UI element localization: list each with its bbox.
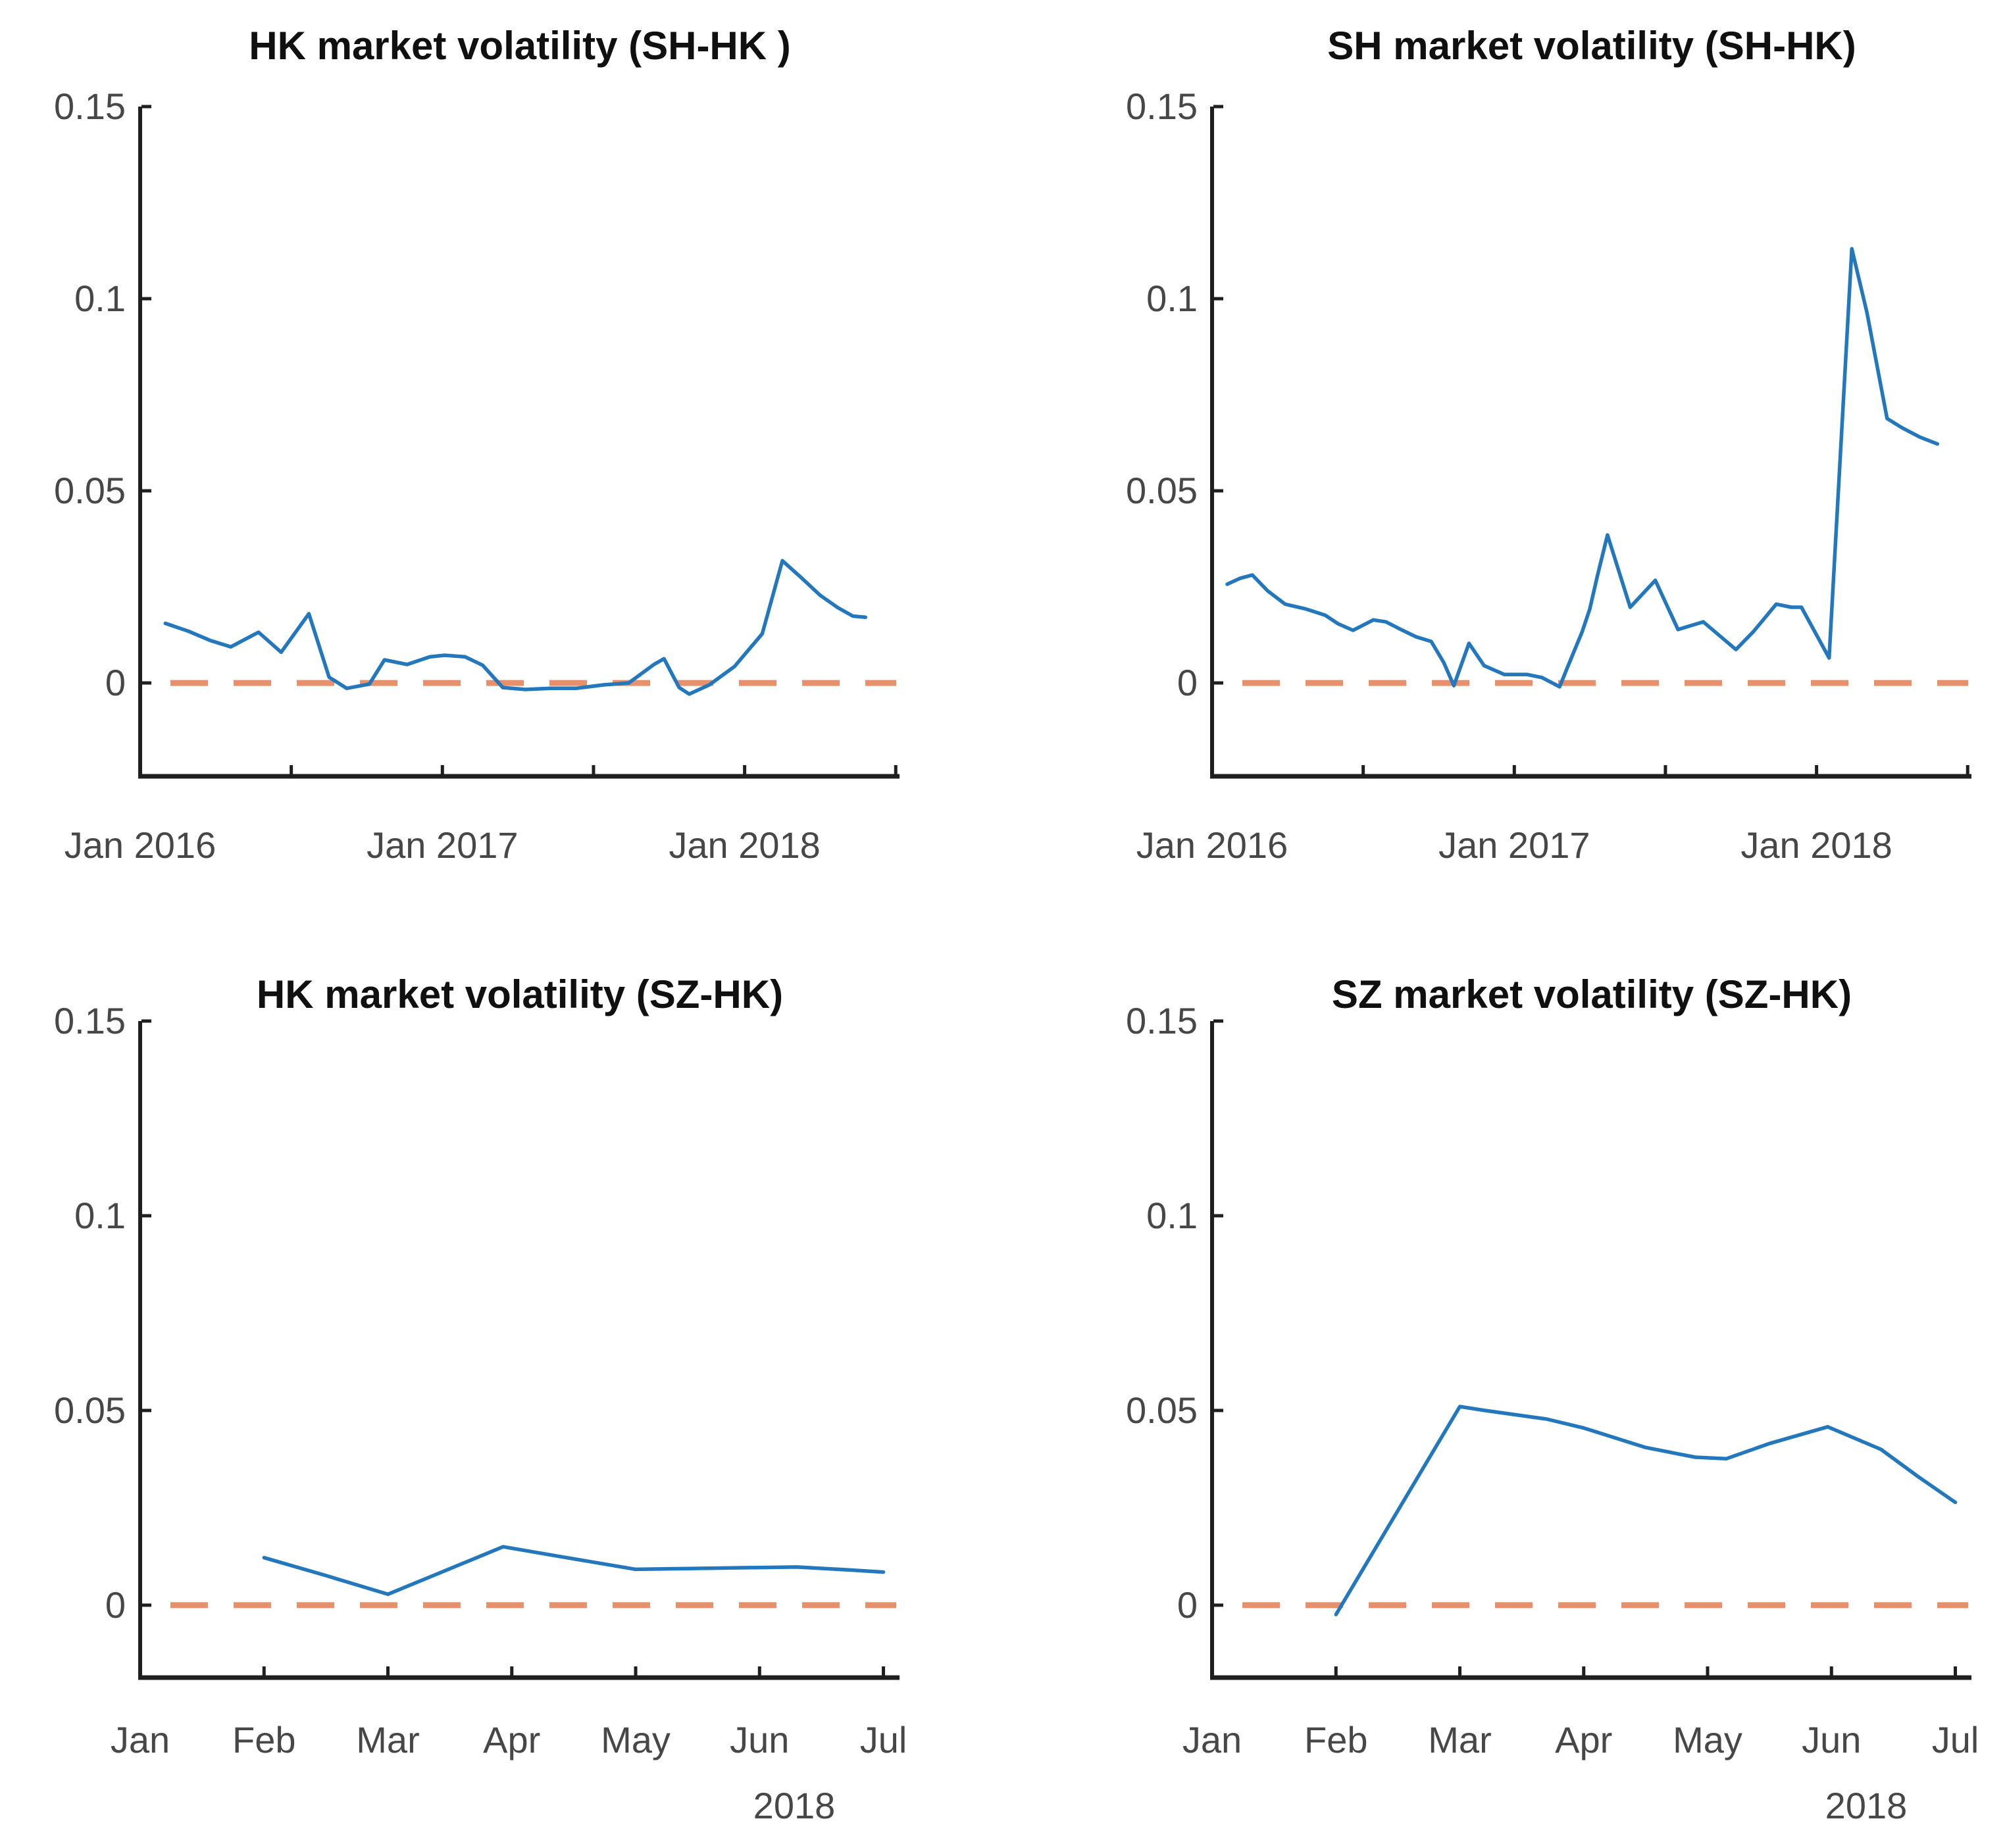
x-tick-label-jan: Jan bbox=[110, 1719, 170, 1761]
y-tick-label-0: 0 bbox=[105, 1584, 126, 1626]
y-tick-label-0.05: 0.05 bbox=[1126, 470, 1198, 512]
y-tick-label-0.15: 0.15 bbox=[54, 1000, 126, 1041]
x-tick-label-jun: Jun bbox=[730, 1719, 790, 1761]
chart-title-sh-sh-hk: SH market volatility (SH-HK) bbox=[1327, 24, 1856, 68]
y-tick-label-0.05: 0.05 bbox=[1126, 1389, 1198, 1431]
x-tick-label-may: May bbox=[601, 1719, 671, 1761]
y-tick-label-0.05: 0.05 bbox=[54, 1389, 126, 1431]
y-tick-label-0.1: 0.1 bbox=[1146, 278, 1198, 320]
y-tick-label-0.15: 0.15 bbox=[1126, 86, 1198, 127]
x-tick-label-jan-2017: Jan 2017 bbox=[1438, 824, 1590, 866]
x-tick-label-may: May bbox=[1673, 1719, 1742, 1761]
x-tick-label-jan-2017: Jan 2017 bbox=[367, 824, 519, 866]
y-tick-label-0.05: 0.05 bbox=[54, 470, 126, 512]
x-year-label: 2018 bbox=[753, 1785, 836, 1826]
y-tick-label-0.15: 0.15 bbox=[1126, 1000, 1198, 1041]
y-tick-label-0: 0 bbox=[1177, 1584, 1198, 1626]
chart-title-hk-sh-hk: HK market volatility (SH-HK ) bbox=[249, 24, 791, 68]
x-tick-label-feb: Feb bbox=[1304, 1719, 1368, 1761]
x-tick-label-jan-2016: Jan 2016 bbox=[1136, 824, 1288, 866]
y-tick-label-0: 0 bbox=[105, 662, 126, 704]
volatility-series-line bbox=[1225, 247, 1940, 689]
y-tick-label-0: 0 bbox=[1177, 662, 1198, 704]
x-tick-label-jan: Jan bbox=[1182, 1719, 1242, 1761]
x-tick-label-mar: Mar bbox=[1428, 1719, 1492, 1761]
volatility-series-line bbox=[262, 1545, 886, 1597]
y-tick-label-0.1: 0.1 bbox=[74, 1194, 126, 1236]
x-tick-label-jan-2018: Jan 2018 bbox=[669, 824, 821, 866]
x-tick-label-apr: Apr bbox=[1555, 1719, 1613, 1761]
x-tick-label-jul: Jul bbox=[859, 1719, 907, 1761]
chart-title-hk-sz-hk: HK market volatility (SZ-HK) bbox=[256, 972, 784, 1016]
y-tick-label-0.1: 0.1 bbox=[1146, 1194, 1198, 1236]
y-tick-label-0.15: 0.15 bbox=[54, 86, 126, 127]
chart-title-sz-sz-hk: SZ market volatility (SZ-HK) bbox=[1331, 972, 1852, 1016]
x-tick-label-feb: Feb bbox=[232, 1719, 296, 1761]
x-year-label: 2018 bbox=[1825, 1785, 1908, 1826]
x-tick-label-jul: Jul bbox=[1931, 1719, 1979, 1761]
y-tick-label-0.1: 0.1 bbox=[74, 278, 126, 320]
x-tick-label-jun: Jun bbox=[1802, 1719, 1862, 1761]
volatility-series-line bbox=[1334, 1405, 1958, 1616]
x-tick-label-jan-2016: Jan 2016 bbox=[64, 824, 216, 866]
volatility-series-line bbox=[163, 559, 868, 696]
x-tick-label-mar: Mar bbox=[356, 1719, 420, 1761]
x-tick-label-jan-2018: Jan 2018 bbox=[1740, 824, 1892, 866]
x-tick-label-apr: Apr bbox=[483, 1719, 541, 1761]
